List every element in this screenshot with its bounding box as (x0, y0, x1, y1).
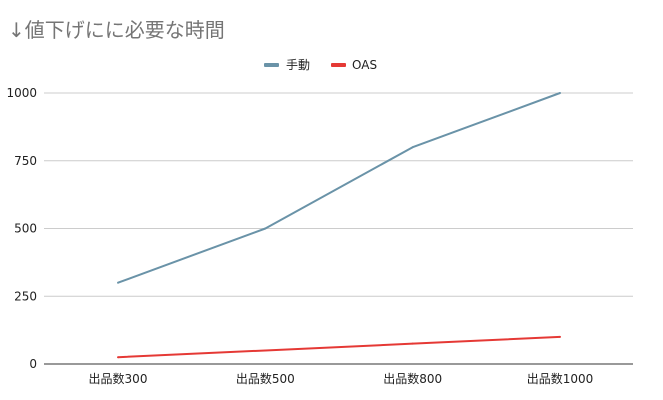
data-point (264, 349, 267, 352)
chart-title: ↓値下げにに必要な時間 (8, 18, 225, 42)
data-point (117, 356, 119, 359)
series-line (117, 335, 561, 359)
y-axis: 0 250 500 750 1000 (6, 86, 37, 371)
data-point (411, 146, 414, 149)
data-point (264, 227, 267, 230)
y-tick-label: 1000 (6, 86, 37, 100)
x-tick-label: 出品数300 (89, 371, 148, 386)
x-tick-label: 出品数1000 (527, 371, 594, 386)
data-point (411, 342, 414, 345)
legend-label: OAS (352, 58, 377, 72)
data-point (559, 92, 561, 94)
series-lines (117, 92, 561, 359)
y-tick-label: 0 (29, 357, 37, 371)
data-point (117, 281, 119, 284)
gridlines (44, 92, 633, 365)
legend-swatch (264, 63, 279, 67)
x-axis: 出品数300 出品数500 出品数800 出品数1000 (89, 371, 594, 386)
legend: 手動 OAS (264, 58, 377, 72)
x-tick-label: 出品数800 (383, 371, 442, 386)
legend-label: 手動 (286, 58, 310, 72)
y-tick-label: 750 (14, 154, 37, 168)
series-line (117, 92, 561, 284)
legend-swatch (331, 63, 346, 67)
data-point (559, 335, 561, 338)
y-tick-label: 250 (14, 289, 37, 303)
y-tick-label: 500 (14, 222, 37, 236)
x-tick-label: 出品数500 (236, 371, 295, 386)
